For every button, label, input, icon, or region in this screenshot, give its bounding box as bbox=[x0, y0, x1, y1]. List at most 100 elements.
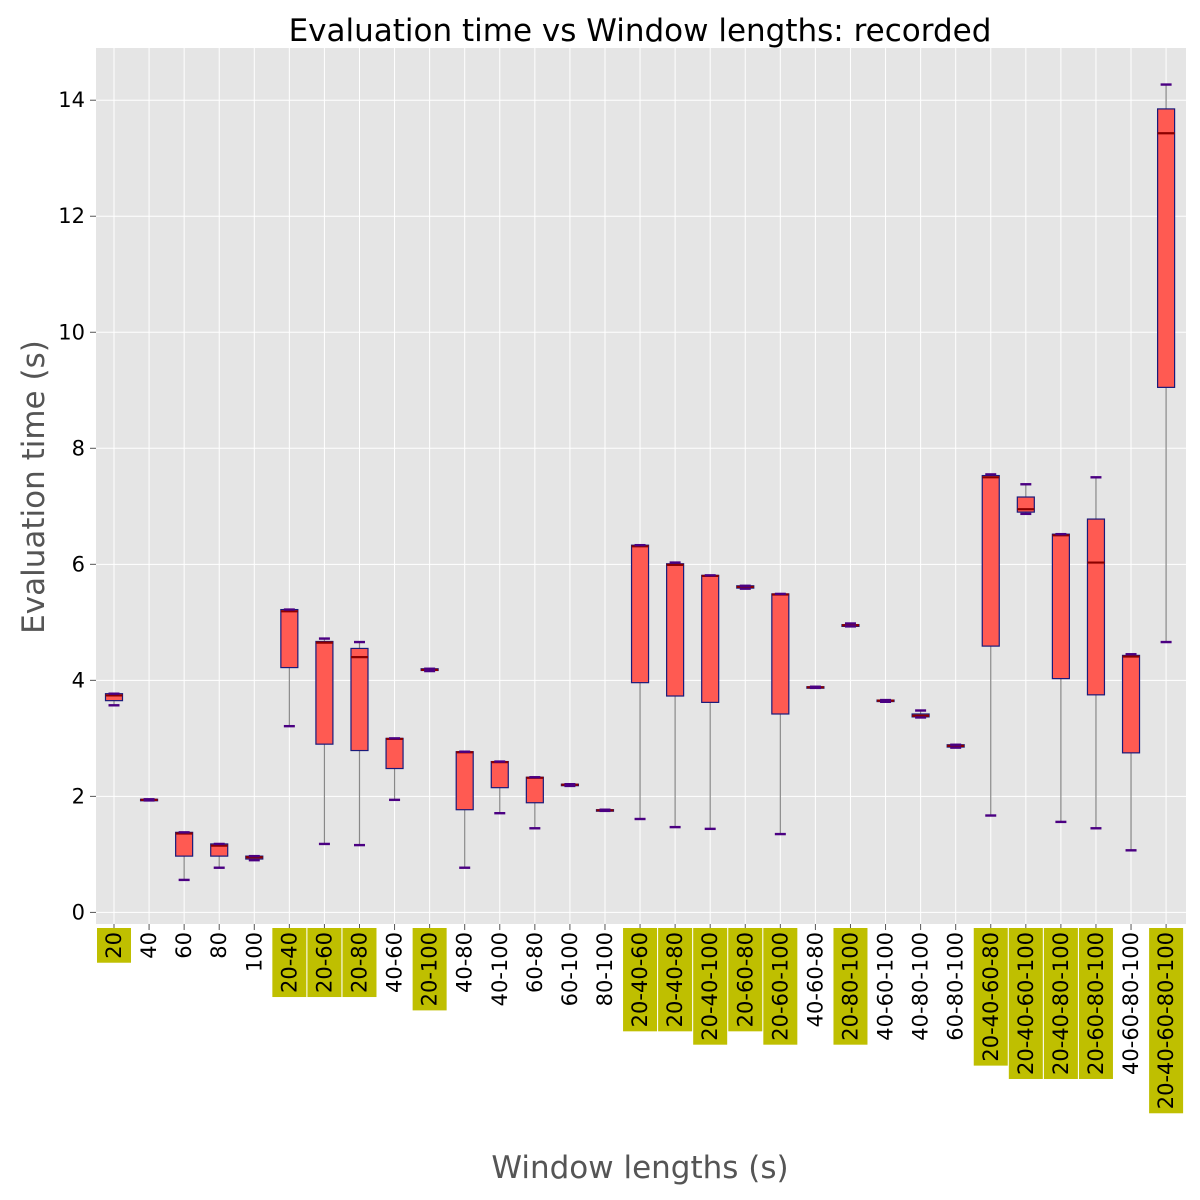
x-tick-40-80: 40-80 bbox=[453, 932, 477, 993]
x-tick-label: 40-60-100 bbox=[874, 932, 898, 1041]
x-tick-label: 20-40-60-80-100 bbox=[1154, 932, 1178, 1109]
box-20-40-60-100 bbox=[1016, 483, 1035, 516]
x-tick-label: 60-100 bbox=[558, 932, 582, 1006]
x-tick-20-60-80: 20-60-80 bbox=[728, 928, 763, 1032]
x-tick-highlight bbox=[342, 928, 377, 998]
x-tick-highlight bbox=[833, 928, 868, 1045]
box-iqr bbox=[315, 640, 334, 745]
box-iqr bbox=[490, 760, 509, 789]
box-20-80 bbox=[350, 640, 369, 847]
box-40-100 bbox=[490, 760, 509, 815]
x-tick-highlight bbox=[973, 928, 1008, 1066]
x-tick-20-40-60: 20-40-60 bbox=[623, 928, 658, 1032]
box-40 bbox=[139, 798, 159, 802]
box-iqr bbox=[1156, 108, 1176, 388]
x-tick-20-40: 20-40 bbox=[272, 928, 307, 998]
x-tick-label: 40-60 bbox=[383, 932, 407, 993]
x-tick-highlight bbox=[1078, 928, 1113, 1079]
x-tick-20-100: 20-100 bbox=[412, 928, 447, 1011]
x-tick-40: 40 bbox=[137, 932, 161, 959]
box-20-40-60-80-100 bbox=[1156, 83, 1176, 644]
box-80 bbox=[210, 842, 229, 869]
box-40-80-100 bbox=[911, 709, 930, 719]
boxes bbox=[104, 83, 1176, 882]
box-iqr bbox=[385, 737, 404, 770]
x-tick-label: 20-40-80 bbox=[663, 932, 687, 1027]
box-iqr bbox=[701, 574, 720, 703]
x-tick-highlight bbox=[763, 928, 798, 1045]
box-20-40-100 bbox=[701, 574, 720, 831]
x-tick-label: 20-60-80 bbox=[733, 932, 757, 1027]
x-tick-label: 60-80-100 bbox=[944, 932, 968, 1041]
x-tick-label: 20-60-80-100 bbox=[1084, 932, 1108, 1075]
x-tick-40-80-100: 40-80-100 bbox=[909, 932, 933, 1041]
x-tick-label: 20-40-100 bbox=[698, 932, 722, 1041]
x-axis-label: Window lengths (s) bbox=[491, 1150, 788, 1186]
box-20-40 bbox=[280, 608, 299, 728]
x-tick-40-100: 40-100 bbox=[488, 932, 512, 1006]
x-tick-100: 100 bbox=[242, 932, 266, 972]
x-tick-label: 100 bbox=[242, 932, 266, 972]
x-tick-60: 60 bbox=[172, 932, 196, 959]
box-iqr bbox=[666, 563, 685, 697]
y-tick-label: 8 bbox=[72, 436, 85, 460]
x-tick-20-60: 20-60 bbox=[307, 928, 342, 998]
x-tick-highlight bbox=[307, 928, 342, 998]
box-20-40-80 bbox=[666, 561, 685, 829]
y-axis-label: Evaluation time (s) bbox=[16, 340, 52, 634]
x-tick-20-60-80-100: 20-60-80-100 bbox=[1078, 928, 1113, 1079]
box-iqr bbox=[350, 647, 369, 752]
x-tick-20-80-100: 20-80-100 bbox=[833, 928, 868, 1045]
x-tick-label: 20-40-60 bbox=[628, 932, 652, 1027]
x-tick-highlight bbox=[97, 928, 131, 963]
x-tick-20: 20 bbox=[97, 928, 131, 963]
x-tick-40-60-80-100: 40-60-80-100 bbox=[1119, 932, 1143, 1075]
box-20-40-60 bbox=[630, 543, 650, 821]
x-tick-label: 20-60 bbox=[312, 932, 336, 993]
box-20-60-80 bbox=[736, 584, 755, 590]
box-20-80-100 bbox=[841, 622, 860, 628]
x-tick-60-100: 60-100 bbox=[558, 932, 582, 1006]
x-tick-highlight bbox=[1043, 928, 1078, 1079]
box-iqr bbox=[630, 544, 650, 684]
box-20-40-60-80 bbox=[981, 473, 1000, 817]
x-tick-label: 20-80 bbox=[347, 932, 371, 993]
box-40-60-80 bbox=[806, 685, 825, 690]
y-tick-label: 10 bbox=[58, 320, 85, 344]
x-tick-label: 20-100 bbox=[418, 932, 442, 1006]
box-iqr bbox=[455, 751, 474, 811]
plot-background bbox=[96, 48, 1186, 924]
box-iqr bbox=[525, 776, 544, 804]
x-tick-label: 40-100 bbox=[488, 932, 512, 1006]
x-tick-20-40-60-100: 20-40-60-100 bbox=[1008, 928, 1043, 1079]
box-iqr bbox=[1086, 518, 1106, 696]
y-tick-label: 4 bbox=[72, 668, 85, 692]
x-tick-label: 40-60-80 bbox=[803, 932, 827, 1027]
x-tick-20-40-80-100: 20-40-80-100 bbox=[1043, 928, 1078, 1079]
box-100 bbox=[245, 854, 264, 862]
y-tick-label: 0 bbox=[72, 900, 85, 924]
box-20-100 bbox=[420, 667, 439, 673]
box-40-60-80-100 bbox=[1121, 653, 1141, 852]
x-tick-label: 40-80 bbox=[453, 932, 477, 993]
x-tick-20-60-100: 20-60-100 bbox=[763, 928, 798, 1045]
x-tick-label: 60-80 bbox=[523, 932, 547, 993]
box-40-60 bbox=[385, 737, 404, 802]
x-tick-highlight bbox=[623, 928, 658, 1032]
box-40-60-100 bbox=[876, 698, 895, 704]
x-tick-highlight bbox=[412, 928, 447, 1011]
box-80-100 bbox=[595, 808, 615, 813]
x-tick-label: 60 bbox=[172, 932, 196, 959]
x-tick-60-80: 60-80 bbox=[523, 932, 547, 993]
x-tick-20-80: 20-80 bbox=[342, 928, 377, 998]
x-tick-20-40-100: 20-40-100 bbox=[693, 928, 728, 1045]
x-tick-20-40-60-80: 20-40-60-80 bbox=[973, 928, 1008, 1066]
box-20-60 bbox=[315, 637, 334, 846]
y-tick-label: 6 bbox=[72, 552, 85, 576]
x-tick-label: 80 bbox=[207, 932, 231, 959]
y-tick-label: 14 bbox=[58, 88, 85, 112]
x-tick-40-60-100: 40-60-100 bbox=[874, 932, 898, 1041]
x-tick-20-40-60-80-100: 20-40-60-80-100 bbox=[1149, 928, 1184, 1114]
x-tick-80: 80 bbox=[207, 932, 231, 959]
